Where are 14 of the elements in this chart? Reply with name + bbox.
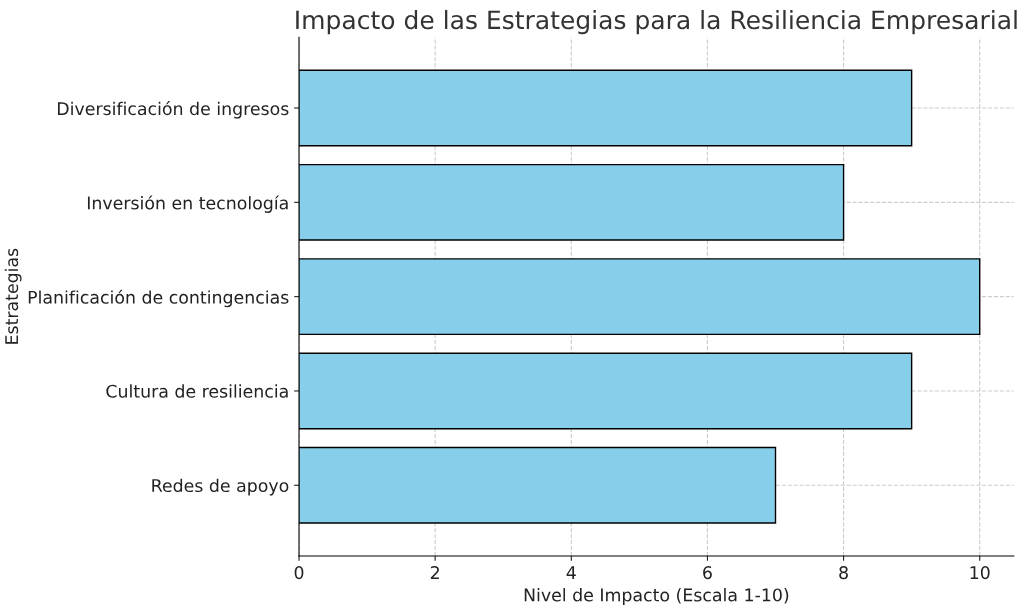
x-tick-label: 10	[970, 566, 990, 580]
y-tick-label: Redes de apoyo	[152, 478, 289, 496]
x-tick-label: 0	[294, 566, 304, 580]
y-tick-label: Inversión en tecnología	[87, 195, 288, 213]
y-tick-label: Planificación de contingencias	[28, 289, 289, 308]
y-axis-title: Estrategias	[4, 248, 22, 344]
x-tick-label: 8	[839, 566, 848, 580]
x-axis-title: Nivel de Impacto (Escala 1-10)	[524, 588, 789, 605]
y-tick-label: Cultura de resiliencia	[106, 384, 288, 398]
x-tick-label: 4	[566, 566, 576, 579]
x-tick-label: 6	[703, 566, 712, 580]
y-tick-label: Diversificación de ingresos	[58, 101, 289, 119]
chart-title: Impacto de las Estrategias para la Resiliencia Empresarial	[296, 9, 1017, 35]
x-tick-label: 2	[430, 566, 439, 579]
